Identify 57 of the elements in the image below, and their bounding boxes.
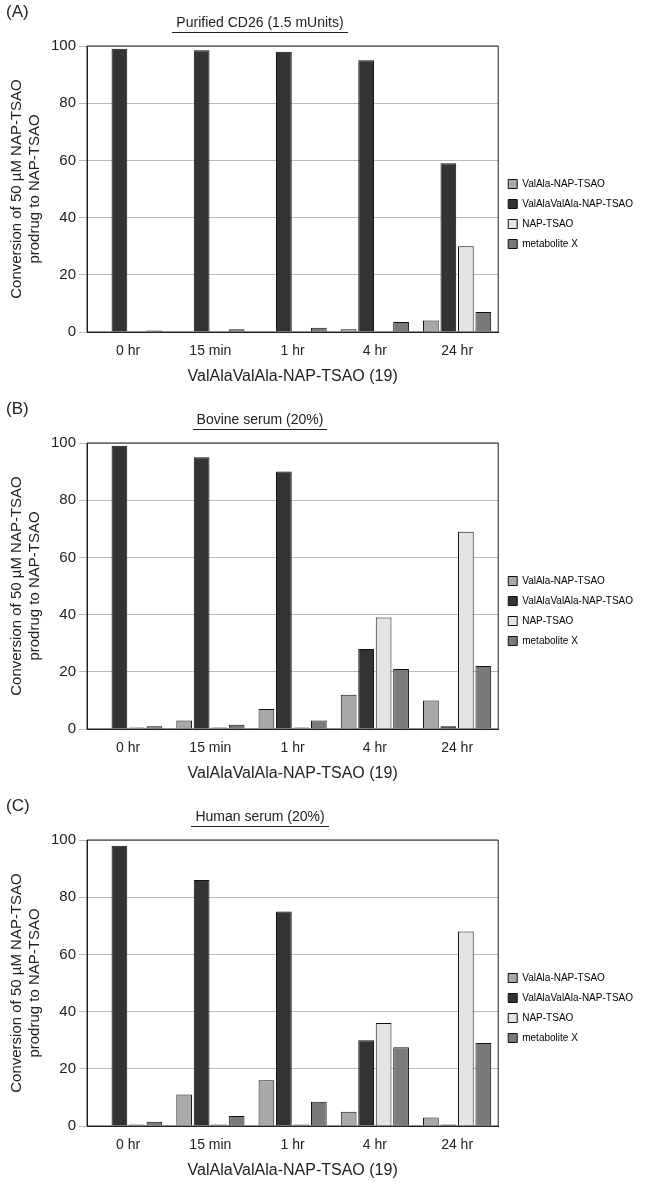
legend-label: ValAla-NAP-TSAO	[522, 177, 606, 189]
legend-label: ValAlaValAla-NAP-TSAO	[522, 991, 634, 1003]
y-tick-label: 0	[67, 719, 77, 737]
x-tick-label: 15 min	[189, 739, 232, 756]
y-axis-title: Conversion of 50 µM NAP-TSAO prodrug to NAP-TSAO	[7, 873, 43, 1093]
chart-title: Bovine serum (20%)	[192, 411, 328, 430]
legend-label: metabolite X	[522, 634, 579, 646]
legend-label: ValAlaValAla-NAP-TSAO	[522, 594, 634, 606]
y-tick-label: 20	[59, 264, 77, 282]
chart-title: Human serum (20%)	[191, 808, 329, 827]
y-tick-label: 60	[59, 944, 77, 962]
x-axis-title: ValAlaValAla-NAP-TSAO (19)	[187, 1160, 398, 1178]
legend-label: NAP-TSAO	[522, 217, 574, 229]
x-tick-label: 4 hr	[362, 1136, 388, 1153]
x-tick-label: 4 hr	[362, 739, 388, 756]
text: (B)	[6, 399, 29, 419]
y-tick-label: 60	[59, 547, 77, 565]
y-tick-label: 100	[51, 36, 77, 54]
x-axis-title: ValAlaValAla-NAP-TSAO (19)	[187, 366, 398, 384]
y-tick-label: 0	[67, 1116, 77, 1134]
legend-label: metabolite X	[522, 1031, 579, 1043]
text: (A)	[6, 2, 29, 22]
y-axis-title: Conversion of 50 µM NAP-TSAO prodrug to NAP-TSAO	[7, 79, 43, 299]
y-tick-label: 40	[59, 604, 77, 622]
y-tick-label: 100	[51, 433, 77, 451]
x-tick-label: 0 hr	[116, 739, 141, 756]
x-tick-label: 15 min	[189, 1136, 232, 1153]
y-tick-label: 40	[59, 1001, 77, 1019]
y-axis-title: Conversion of 50 µM NAP-TSAO prodrug to NAP-TSAO	[7, 476, 43, 696]
y-tick-label: 0	[67, 322, 77, 340]
x-tick-label: 1 hr	[280, 342, 306, 359]
x-tick-label: 4 hr	[362, 342, 388, 359]
legend-label: ValAlaValAla-NAP-TSAO	[522, 197, 634, 209]
legend-label: metabolite X	[522, 237, 579, 249]
y-tick-label: 40	[59, 207, 77, 225]
x-axis-title: ValAlaValAla-NAP-TSAO (19)	[187, 763, 398, 781]
chart-title: Purified CD26 (1.5 mUnits)	[172, 14, 348, 33]
x-tick-label: 1 hr	[280, 739, 306, 756]
y-tick-label: 100	[51, 830, 77, 848]
x-tick-label: 24 hr	[441, 1136, 474, 1153]
y-tick-label: 20	[59, 1058, 77, 1076]
x-tick-label: 0 hr	[116, 1136, 141, 1153]
x-tick-label: 24 hr	[441, 342, 474, 359]
x-tick-label: 15 min	[189, 342, 232, 359]
x-tick-label: 0 hr	[116, 342, 141, 359]
x-tick-label: 24 hr	[441, 739, 474, 756]
y-tick-label: 80	[59, 490, 77, 508]
text: (C)	[6, 796, 30, 816]
legend-label: ValAla-NAP-TSAO	[522, 574, 606, 586]
legend-label: ValAla-NAP-TSAO	[522, 971, 606, 983]
legend-label: NAP-TSAO	[522, 1011, 574, 1023]
y-tick-label: 80	[59, 93, 77, 111]
legend-label: NAP-TSAO	[522, 614, 574, 626]
y-tick-label: 60	[59, 150, 77, 168]
y-tick-label: 20	[59, 661, 77, 679]
y-tick-label: 80	[59, 887, 77, 905]
x-tick-label: 1 hr	[280, 1136, 306, 1153]
